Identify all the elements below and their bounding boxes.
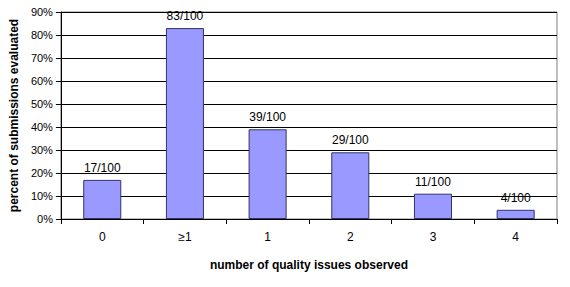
svg-text:4/100: 4/100 bbox=[501, 191, 531, 205]
svg-text:70%: 70% bbox=[31, 52, 53, 64]
svg-text:50%: 50% bbox=[31, 98, 53, 110]
svg-text:30%: 30% bbox=[31, 144, 53, 156]
svg-text:4: 4 bbox=[512, 230, 519, 244]
svg-text:≥1: ≥1 bbox=[178, 230, 192, 244]
svg-text:60%: 60% bbox=[31, 75, 53, 87]
svg-text:0: 0 bbox=[99, 230, 106, 244]
svg-text:40%: 40% bbox=[31, 121, 53, 133]
svg-text:83/100: 83/100 bbox=[167, 9, 204, 23]
svg-text:17/100: 17/100 bbox=[84, 161, 121, 175]
svg-text:percent of submissions evaluat: percent of submissions evaluated bbox=[7, 19, 21, 212]
svg-text:2: 2 bbox=[347, 230, 354, 244]
svg-text:0%: 0% bbox=[37, 213, 53, 225]
svg-text:20%: 20% bbox=[31, 167, 53, 179]
svg-text:39/100: 39/100 bbox=[249, 110, 286, 124]
svg-text:29/100: 29/100 bbox=[332, 133, 369, 147]
svg-text:number of quality issues obser: number of quality issues observed bbox=[210, 258, 408, 272]
svg-text:3: 3 bbox=[430, 230, 437, 244]
svg-text:1: 1 bbox=[264, 230, 271, 244]
svg-text:90%: 90% bbox=[31, 6, 53, 18]
svg-text:11/100: 11/100 bbox=[415, 175, 451, 189]
svg-text:10%: 10% bbox=[31, 190, 53, 202]
svg-text:80%: 80% bbox=[31, 29, 53, 41]
